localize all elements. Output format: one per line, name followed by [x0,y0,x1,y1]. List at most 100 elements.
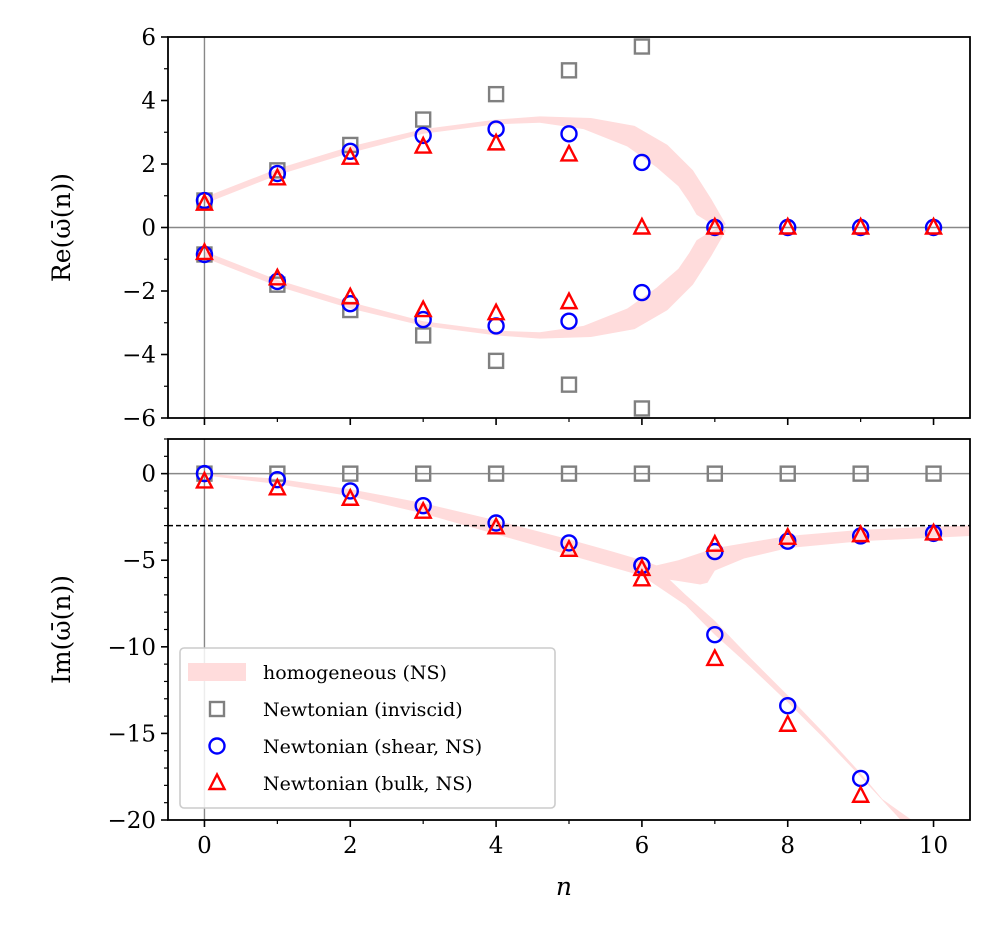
top-plot-area [168,37,970,418]
data-point [194,470,214,489]
data-point [706,625,724,644]
data-point [268,470,287,489]
data-point [414,465,432,482]
x-tick-label: 0 [197,833,212,859]
data-point [705,216,725,235]
data-point [706,465,724,482]
data-point [851,524,871,543]
data-point [778,713,798,732]
top-panel: −6 −4 −2 0 2 4 6 [122,25,971,432]
y-tick-label: 4 [141,89,156,115]
data-point [778,526,798,545]
data-point [486,302,506,321]
data-point [195,464,214,483]
homogeneous-band-branch_lower [641,567,912,820]
data-point [414,126,432,145]
bottom-y-ticks: −20 −15 −10 −5 0 [107,438,168,834]
data-point [486,516,506,535]
data-point [559,291,579,310]
data-point [268,272,287,291]
series-circle [195,120,943,335]
y-tick-label: 0 [141,462,156,488]
series-triangle [194,132,944,321]
bottom-y-axis-label: Im(ω̄(n)) [47,575,76,684]
y-tick-label: 6 [141,25,156,51]
data-point [633,400,651,417]
data-point [487,465,505,482]
x-tick-label: 4 [489,833,504,859]
data-point [778,216,798,235]
y-tick-label: 2 [141,152,156,178]
data-point [413,298,433,318]
x-tick-label: 8 [780,833,795,859]
data-point [341,482,359,500]
y-tick-label: −10 [107,635,156,661]
top-y-ticks: −6 −4 −2 0 2 4 6 [122,25,168,432]
data-point [413,135,433,154]
x-tick-label: 6 [635,833,650,859]
data-point [705,533,725,552]
series-triangle [194,470,944,803]
data-point [267,477,287,496]
data-point [340,487,360,506]
y-tick-label: −5 [122,548,156,574]
top-x-ticks [203,418,935,425]
data-point [342,465,359,482]
legend-entry: homogeneous (NS) [263,662,447,684]
data-point [851,784,871,803]
data-point [632,216,652,235]
data-point [560,465,578,482]
data-point [559,538,579,558]
data-point [194,192,214,211]
data-point [487,85,505,103]
data-point [267,267,287,286]
x-tick-label: 2 [343,833,358,859]
data-point [487,514,505,532]
data-point [560,62,578,79]
legend-entry: Newtonian (inviscid) [263,699,463,721]
data-point [779,465,796,482]
data-point [414,496,432,515]
bottom-x-ticks: 0 2 4 6 8 10 [197,820,948,859]
data-point [633,38,651,55]
y-tick-label: 0 [141,216,156,242]
legend: homogeneous (NS) Newtonian (inviscid) Newt… [179,647,556,809]
data-point [342,136,359,154]
data-point [414,310,432,329]
data-point [852,465,869,482]
data-point [267,167,287,186]
data-point [851,216,871,235]
homogeneous-band-branch_upper [204,473,970,585]
legend-entry: Newtonian (shear, NS) [263,736,482,758]
legend-box [179,647,556,809]
data-point [560,376,578,393]
data-point [632,568,652,587]
series-square [196,465,942,482]
data-point [413,500,433,519]
data-point [632,557,652,577]
data-point [560,125,578,143]
data-point [268,164,287,183]
homogeneous-band-lower [204,227,726,339]
data-point [633,283,651,302]
y-tick-label: −20 [107,808,156,834]
top-y-axis-label: Re(ω̄(n)) [47,173,76,282]
data-point [705,647,725,667]
homogeneous-band-upper [204,116,726,228]
legend-entry: Newtonian (bulk, NS) [263,773,473,795]
data-point [633,153,651,172]
data-point [340,146,360,165]
data-point [414,111,432,128]
legend-band-swatch [188,663,246,681]
data-point [486,132,506,151]
bottom-plot-area [168,439,970,820]
data-point [340,286,360,305]
y-tick-label: −6 [122,406,156,432]
data-point [341,142,359,161]
data-point [560,312,578,330]
y-tick-label: −2 [122,279,156,305]
data-point [560,534,578,552]
legend-marker [208,737,226,755]
data-point [924,522,944,541]
